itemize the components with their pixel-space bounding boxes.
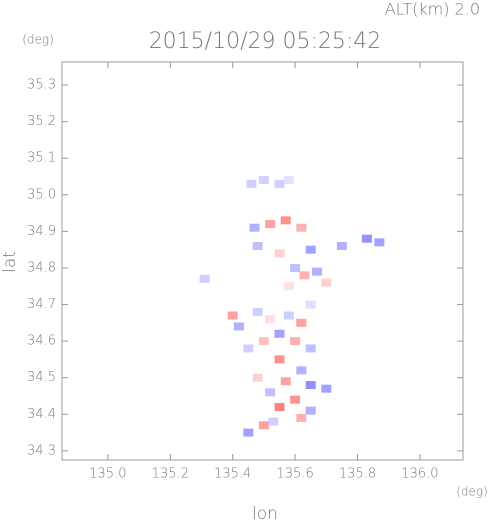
- radar-echo: [199, 274, 210, 283]
- radar-echo: [252, 307, 263, 316]
- x-tick-label: 136.0: [401, 467, 438, 482]
- radar-echo: [321, 278, 332, 287]
- altitude-label: ALT(km) 2.0: [385, 0, 480, 19]
- x-tick-label: 135.2: [152, 467, 189, 482]
- chart-title: 2015/10/29 05:25:42: [149, 29, 382, 54]
- radar-echo: [258, 421, 269, 430]
- radar-echo: [290, 337, 301, 346]
- radar-echo: [268, 417, 279, 426]
- x-tick-label: 135.0: [89, 467, 126, 482]
- radar-echo: [296, 223, 307, 232]
- radar-echo: [361, 234, 372, 243]
- radar-echo: [246, 179, 257, 188]
- radar-echo: [290, 395, 301, 404]
- radar-echo: [243, 428, 254, 437]
- x-tick-label: 135.8: [339, 467, 376, 482]
- radar-echo: [290, 263, 301, 272]
- radar-echo: [283, 311, 294, 320]
- radar-echo: [227, 311, 238, 320]
- radar-echo: [265, 388, 276, 397]
- radar-echo: [280, 377, 291, 386]
- x-axis-label: lon: [252, 504, 278, 521]
- radar-echo: [265, 315, 276, 324]
- y-tick-label: 34.8: [27, 260, 56, 275]
- radar-echo: [258, 337, 269, 346]
- y-tick-label: 35.1: [27, 151, 56, 166]
- radar-echo: [265, 220, 276, 229]
- y-tick-label: 34.4: [27, 407, 56, 422]
- x-tick-label: 135.6: [277, 467, 314, 482]
- radar-echo: [274, 249, 285, 258]
- radar-echo: [252, 242, 263, 251]
- radar-echo: [243, 344, 254, 353]
- y-tick-label: 35.3: [27, 78, 56, 93]
- radar-echo: [280, 216, 291, 225]
- y-axis-label: lat: [0, 251, 20, 273]
- y-tick-label: 34.9: [27, 224, 56, 239]
- radar-echo: [305, 245, 316, 254]
- radar-echo: [305, 300, 316, 309]
- y-tick-label: 34.7: [27, 297, 56, 312]
- radar-echo: [321, 384, 332, 393]
- radar-echo: [283, 176, 294, 185]
- radar-echo: [274, 355, 285, 364]
- radar-echo: [305, 344, 316, 353]
- x-unit: (deg): [456, 485, 488, 499]
- y-tick-label: 35.0: [27, 187, 56, 202]
- y-tick-label: 35.2: [27, 114, 56, 129]
- radar-echo: [299, 271, 310, 280]
- radar-echo: [274, 402, 285, 411]
- radar-echo: [311, 267, 322, 276]
- radar-echo: [252, 373, 263, 382]
- x-tick-label: 135.4: [214, 467, 251, 482]
- y-tick-label: 34.5: [27, 370, 56, 385]
- radar-echo: [336, 242, 347, 251]
- radar-echo: [249, 223, 260, 232]
- y-tick-label: 34.6: [27, 334, 56, 349]
- y-unit: (deg): [22, 33, 54, 47]
- radar-echo: [296, 413, 307, 422]
- radar-echo: [305, 381, 316, 390]
- radar-echo: [258, 176, 269, 185]
- radar-echo: [283, 282, 294, 291]
- radar-echo: [296, 318, 307, 327]
- radar-echo: [233, 322, 244, 331]
- y-tick-label: 34.3: [27, 443, 56, 458]
- radar-echo: [305, 406, 316, 415]
- radar-echo: [274, 329, 285, 338]
- radar-echo: [296, 366, 307, 375]
- plot-frame: [61, 61, 464, 461]
- radar-echo: [274, 179, 285, 188]
- radar-echo: [374, 238, 385, 247]
